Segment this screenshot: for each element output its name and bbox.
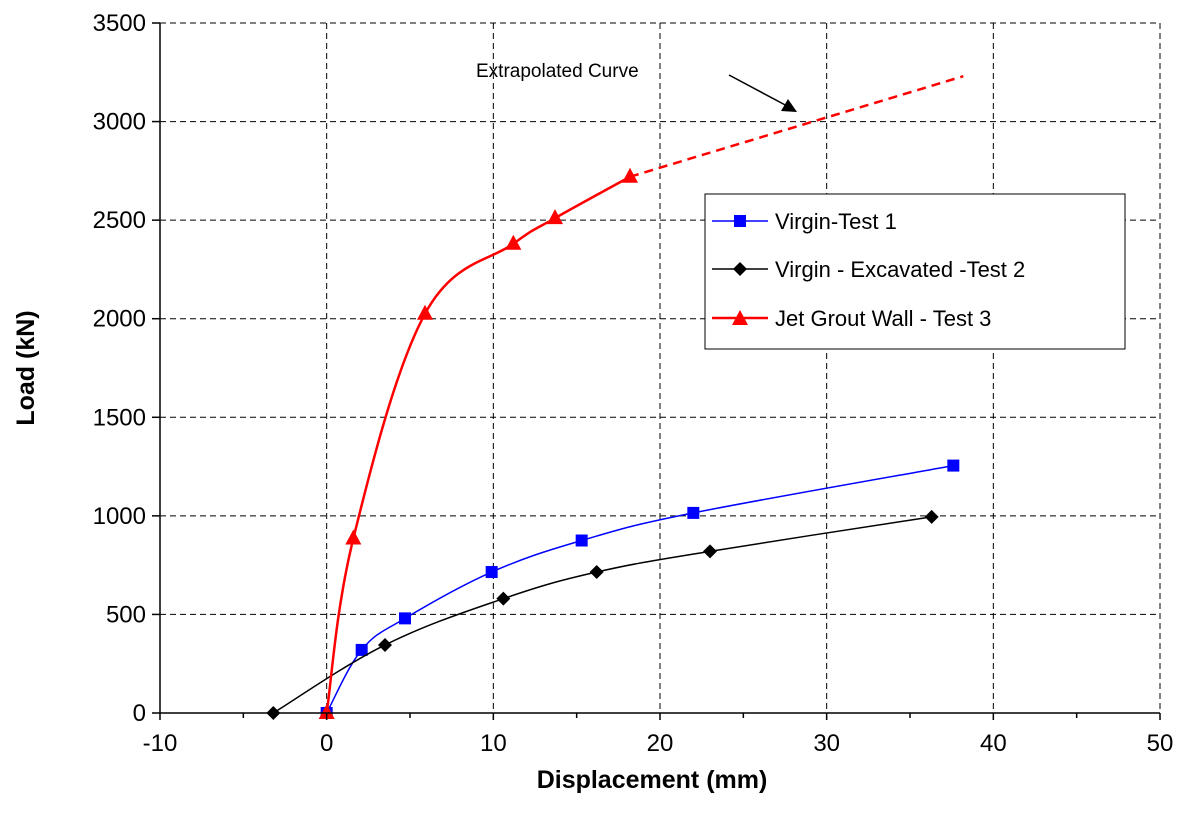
y-tick-label: 2500: [93, 207, 146, 234]
extrapolated-curve: [629, 75, 964, 178]
x-axis-title: Displacement (mm): [537, 766, 768, 794]
y-tick-label: 1500: [93, 404, 146, 431]
annotation: Extrapolated Curve: [476, 61, 797, 112]
series-layer: [266, 75, 964, 720]
point-virgin-test-1: [399, 612, 411, 625]
point-virgin-test-1: [947, 459, 960, 472]
point-jet-grout-wall-test-3: [505, 234, 522, 250]
annotation-arrow-head: [781, 99, 797, 112]
axes: [152, 22, 1161, 720]
x-tick-label: 40: [980, 730, 1007, 757]
point-virgin-excavated-test-2: [589, 565, 604, 580]
point-virgin-excavated-test-2: [378, 637, 392, 652]
legend-marker-square: [734, 215, 746, 227]
y-tick-label: 2000: [93, 306, 146, 333]
point-jet-grout-wall-test-3: [547, 209, 563, 225]
legend-box: [704, 193, 1126, 350]
legend-label-jet-grout-wall-test-3: Jet Grout Wall - Test 3: [775, 306, 991, 331]
point-jet-grout-wall-test-3: [622, 167, 638, 183]
point-virgin-test-1: [355, 643, 368, 656]
point-virgin-excavated-test-2: [496, 591, 511, 606]
legend-item-jet-grout-wall-test-3: Jet Grout Wall - Test 3: [712, 306, 991, 331]
point-virgin-excavated-test-2: [924, 509, 939, 524]
legend-marker-diamond: [733, 262, 747, 276]
x-tick-label: 0: [320, 730, 333, 757]
legend-marker-triangle: [732, 310, 748, 325]
y-tick-label: 1000: [93, 503, 146, 530]
y-tick-label: 0: [133, 700, 146, 727]
legend-item-virgin-excavated-test-2: Virgin - Excavated -Test 2: [712, 257, 1025, 282]
point-virgin-test-1: [485, 566, 498, 579]
x-tick-label: 30: [813, 730, 840, 757]
legend-label-virgin-excavated-test-2: Virgin - Excavated -Test 2: [775, 257, 1025, 282]
x-tick-label: 20: [647, 730, 674, 757]
point-jet-grout-wall-test-3: [417, 304, 433, 320]
point-virgin-excavated-test-2: [703, 544, 717, 559]
y-tick-label: 3000: [93, 109, 146, 136]
x-tick-label: 10: [480, 730, 507, 757]
x-tick-label: -10: [143, 730, 178, 757]
point-jet-grout-wall-test-3: [318, 704, 335, 719]
y-tick-label: 3500: [93, 10, 146, 37]
y-axis-title: Load (kN): [12, 310, 40, 425]
annotation-text: Extrapolated Curve: [476, 61, 639, 82]
point-virgin-test-1: [687, 506, 700, 519]
annotation-arrow-line: [728, 74, 790, 108]
legend: Virgin-Test 1 Virgin - Excavated -Test 2…: [704, 193, 1126, 350]
point-jet-grout-wall-test-3: [345, 529, 362, 545]
legend-item-virgin-test-1: Virgin-Test 1: [712, 209, 897, 234]
series-line-virgin-excavated-test-2: [272, 516, 932, 714]
legend-label-virgin-test-1: Virgin-Test 1: [775, 209, 897, 234]
point-virgin-test-1: [575, 534, 588, 547]
tick-labels: 0 500 1000 1500 2000 2500 3000 3500 -10 0 10 20 30 40…: [93, 10, 1174, 757]
x-tick-label: 50: [1147, 730, 1174, 757]
y-tick-label: 500: [106, 601, 146, 628]
